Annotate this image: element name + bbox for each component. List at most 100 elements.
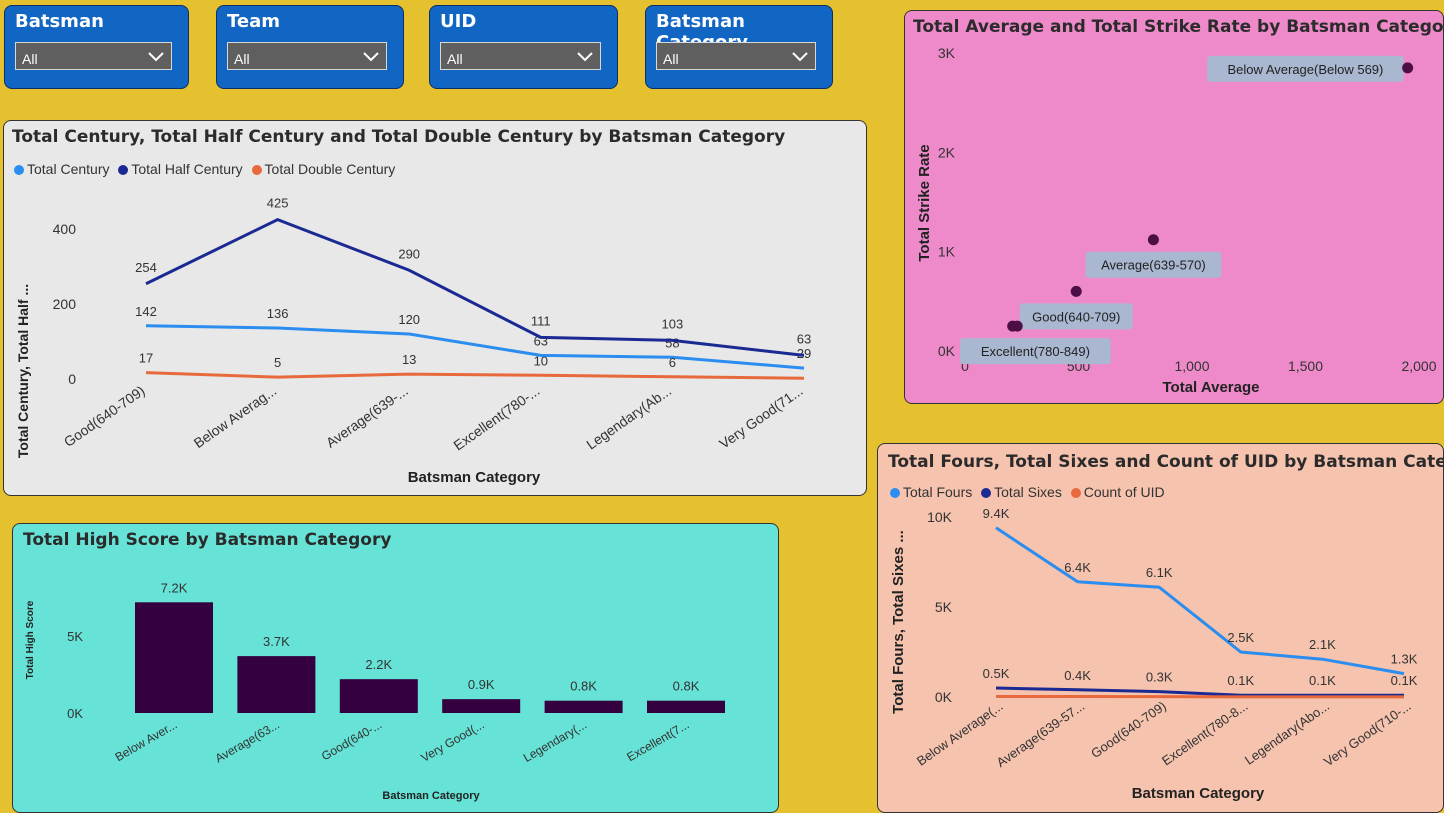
data-label: 111 bbox=[531, 313, 551, 328]
point-label: Good(640-709) bbox=[1032, 309, 1120, 324]
series-line bbox=[996, 688, 1404, 695]
data-label: 0.1K bbox=[1309, 673, 1336, 688]
point-label: Excellent(780-849) bbox=[981, 344, 1090, 359]
bar bbox=[135, 602, 213, 713]
x-tick-label: 1,500 bbox=[1288, 358, 1323, 374]
x-axis-label: Total Average bbox=[1163, 379, 1260, 396]
x-tick-label: Excellent(780-... bbox=[450, 382, 542, 453]
data-label: 0.1K bbox=[1391, 673, 1418, 688]
y-tick-label: 200 bbox=[53, 296, 77, 312]
data-label: 5 bbox=[274, 355, 281, 370]
data-label: 6.1K bbox=[1146, 565, 1173, 580]
bar bbox=[340, 679, 418, 713]
x-tick-label: Average(639-... bbox=[323, 382, 411, 450]
x-tick-label: Below Averag... bbox=[191, 382, 280, 451]
data-label: 290 bbox=[398, 246, 420, 261]
data-label: 0.4K bbox=[1064, 668, 1091, 683]
x-tick-label: Good(640-... bbox=[319, 717, 384, 763]
data-label: 9.4K bbox=[983, 506, 1010, 521]
bar bbox=[442, 699, 520, 713]
data-label: 6.4K bbox=[1064, 560, 1091, 575]
y-axis-label: Total Century, Total Half ... bbox=[15, 284, 31, 458]
data-label: 0.1K bbox=[1227, 673, 1254, 688]
slicer-team: Team All bbox=[216, 5, 404, 89]
x-tick-label: Below Average(... bbox=[914, 698, 1006, 769]
x-tick-label: Very Good(... bbox=[418, 717, 486, 764]
scatter-point bbox=[1148, 234, 1159, 245]
y-axis-label: Total Fours, Total Sixes ... bbox=[890, 530, 907, 714]
chevron-down-icon bbox=[147, 51, 165, 63]
x-tick-label: Legendary(... bbox=[521, 717, 589, 764]
bar bbox=[647, 701, 725, 713]
scatter-point bbox=[1071, 286, 1082, 297]
data-label: 0.9K bbox=[468, 677, 495, 692]
data-label: 2.5K bbox=[1227, 630, 1254, 645]
y-tick-label: 0 bbox=[68, 371, 76, 387]
slicer-batsman: Batsman All bbox=[4, 5, 189, 89]
data-label: 142 bbox=[135, 304, 157, 319]
x-axis-label: Batsman Category bbox=[1132, 785, 1265, 802]
y-tick-label: 3K bbox=[938, 45, 956, 61]
x-tick-label: Good(640-709) bbox=[61, 382, 148, 450]
x-tick-label: Excellent(780-8... bbox=[1159, 698, 1250, 768]
data-label: 7.2K bbox=[161, 580, 188, 595]
data-label: 2.2K bbox=[365, 657, 392, 672]
data-label: 6 bbox=[669, 355, 676, 370]
scatter-point bbox=[1012, 321, 1023, 332]
y-tick-label: 2K bbox=[938, 144, 956, 160]
y-tick-label: 1K bbox=[938, 244, 956, 260]
batsman-dropdown[interactable]: All bbox=[15, 42, 172, 70]
y-axis-label: Total Strike Rate bbox=[916, 144, 933, 261]
x-tick-label: Legendary(Abo... bbox=[1242, 698, 1332, 767]
data-label: 13 bbox=[402, 352, 416, 367]
data-label: 10 bbox=[534, 353, 548, 368]
x-tick-label: Very Good(71... bbox=[716, 382, 806, 451]
series-line bbox=[146, 220, 804, 356]
series-line bbox=[146, 326, 804, 368]
y-tick-label: 10K bbox=[927, 509, 953, 525]
dropdown-value: All bbox=[22, 51, 38, 67]
series-line bbox=[146, 373, 804, 379]
slicer-title: Team bbox=[227, 11, 280, 32]
chevron-down-icon bbox=[791, 51, 809, 63]
data-label: 3.7K bbox=[263, 634, 290, 649]
y-tick-label: 400 bbox=[53, 221, 77, 237]
batsman-category-dropdown[interactable]: All bbox=[656, 42, 816, 70]
x-tick-label: Average(63... bbox=[213, 717, 282, 765]
x-axis-label: Batsman Category bbox=[408, 469, 541, 486]
data-label: 254 bbox=[135, 260, 157, 275]
y-tick-label: 0K bbox=[938, 343, 956, 359]
x-tick-label: Average(639-57... bbox=[994, 698, 1088, 770]
team-dropdown[interactable]: All bbox=[227, 42, 387, 70]
y-tick-label: 0K bbox=[935, 689, 953, 705]
data-label: 0.3K bbox=[1146, 670, 1173, 685]
slicer-title: Batsman bbox=[15, 11, 104, 32]
x-tick-label: Good(640-709) bbox=[1088, 698, 1169, 761]
data-label: 136 bbox=[267, 306, 289, 321]
y-tick-label: 0K bbox=[67, 706, 83, 721]
x-tick-label: 1,000 bbox=[1174, 358, 1209, 374]
data-label: 2.1K bbox=[1309, 637, 1336, 652]
slicer-batsman-category: Batsman Category All bbox=[645, 5, 833, 89]
point-label: Below Average(Below 569) bbox=[1228, 62, 1384, 77]
y-axis-label: Total High Score bbox=[25, 600, 36, 679]
century-line-chart-panel: Total Century, Total Half Century and To… bbox=[3, 120, 867, 496]
strike-rate-scatter-panel: Total Average and Total Strike Rate by B… bbox=[904, 10, 1444, 404]
data-label: 120 bbox=[398, 312, 420, 327]
x-tick-label: 2,000 bbox=[1401, 358, 1436, 374]
century-line-chart: 0 200 400 Total Century, Total Half ... Bats… bbox=[4, 121, 866, 495]
uid-dropdown[interactable]: All bbox=[440, 42, 601, 70]
bar bbox=[237, 656, 315, 713]
dropdown-value: All bbox=[447, 51, 463, 67]
point-label: Average(639-570) bbox=[1101, 258, 1206, 273]
y-tick-label: 5K bbox=[935, 599, 953, 615]
data-label: 0.5K bbox=[983, 666, 1010, 681]
x-tick-label: Legendary(Ab... bbox=[583, 382, 674, 452]
dropdown-value: All bbox=[234, 51, 250, 67]
bar bbox=[545, 701, 623, 713]
slicer-title: UID bbox=[440, 11, 476, 32]
x-tick-label: Very Good(710-... bbox=[1321, 698, 1414, 769]
